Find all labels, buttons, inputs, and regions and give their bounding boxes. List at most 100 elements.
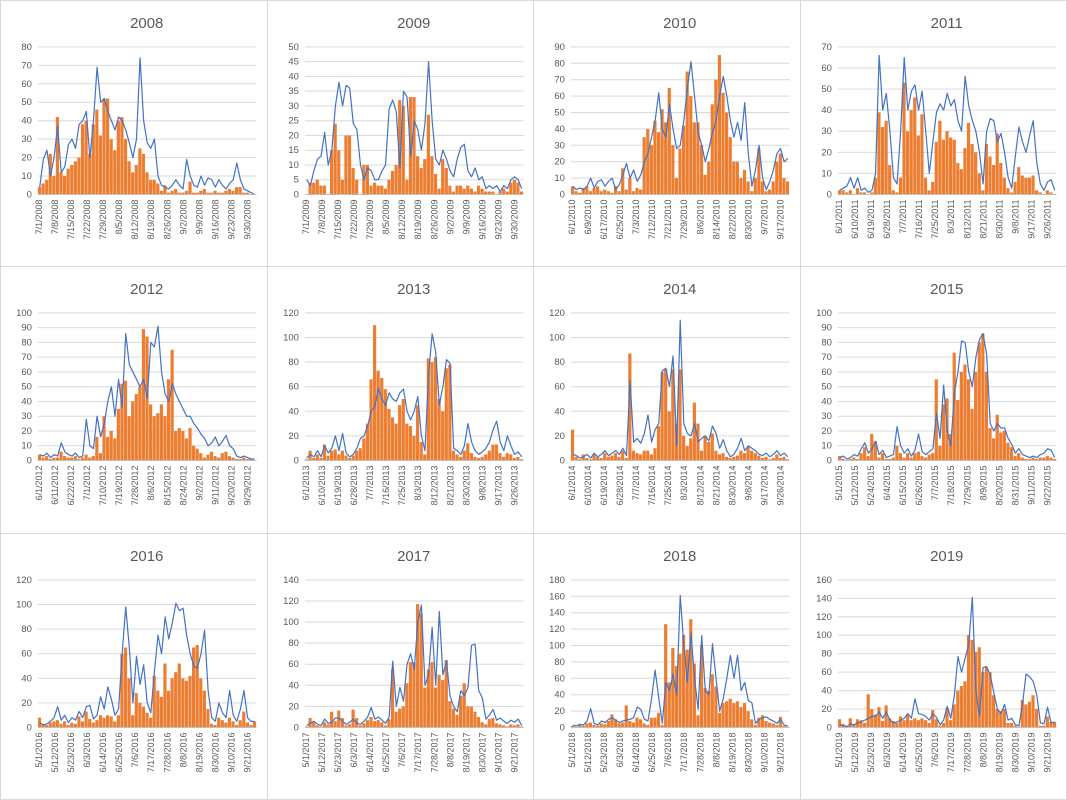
x-axis-tick-label: 7/6/2017: [397, 732, 407, 767]
x-axis-tick-label: 5/1/2018: [567, 732, 577, 767]
x-axis-tick-label: 9/2/2009: [445, 199, 455, 234]
x-axis-tick-label: 9/30/2008: [243, 199, 253, 239]
chart-title: 2011: [930, 15, 962, 32]
x-axis-tick-label: 9/2/2012: [194, 466, 204, 501]
chart-2011[interactable]: 2011 0 10 20 30 40 50 60 70 6/1/2011 6/10/2011 6/19…: [800, 1, 1067, 268]
x-axis-tick-label: 6/19/2014: [599, 466, 609, 506]
x-axis-tick-label: 8/12/2013: [429, 466, 439, 506]
x-axis-tick-label: 5/1/2015: [833, 466, 843, 501]
chart-2013[interactable]: 2013 0 20 40 60 80 100 120 6/1/2013 6/10/2013 6/19…: [267, 267, 534, 534]
x-axis-tick-label: 7/25/2011: [930, 199, 940, 238]
y-axis-tick-label: 20: [821, 147, 832, 158]
y-axis-tick-label: 5: [293, 175, 298, 186]
x-axis-tick-label: 7/17/2018: [679, 732, 689, 772]
y-axis-tick-label: 10: [821, 168, 832, 179]
x-axis-tick-label: 8/5/2008: [114, 199, 124, 234]
y-axis-tick-label: 80: [821, 648, 832, 659]
x-axis-tick-label: 8/31/2015: [1010, 466, 1020, 506]
line-series: [305, 333, 522, 459]
x-axis-tick-label: 8/12/2014: [695, 466, 705, 506]
chart-2009[interactable]: 2009 0 5 10 15 20 25 30 35 40 45 50 7/1/2009 7/8/2009…: [267, 1, 534, 268]
chart-2016[interactable]: 2016 0 20 40 60 80 100 120 5/1/2016 5/12/2016 5/23…: [1, 533, 268, 800]
y-axis-tick-label: 140: [549, 607, 565, 618]
chart-2008[interactable]: 2008 0 10 20 30 40 50 60 70 80 7/1/2008 7/8/2008 7/1…: [1, 1, 268, 268]
y-axis-tick-label: 60: [821, 667, 832, 678]
x-axis-tick-label: 7/10/2012: [98, 466, 108, 506]
chart-2018[interactable]: 2018 0 20 40 60 80 100 120 140 160 180 5/1/2018 5/12…: [534, 533, 801, 800]
y-axis-tick-label: 20: [821, 704, 832, 715]
y-axis-tick-label: 160: [816, 575, 832, 586]
chart-2015[interactable]: 2015 0 10 20 30 40 50 60 70 80 90 100 5/1/2015 5/12/2…: [800, 267, 1067, 534]
bar-series: [304, 325, 523, 461]
x-axis-tick-label: 9/17/2011: [1026, 199, 1036, 238]
x-axis-tick-label: 6/22/2012: [66, 466, 76, 506]
y-axis-tick-label: 30: [821, 126, 832, 137]
x-axis-tick-label: 9/7/2010: [759, 199, 769, 234]
x-axis-tick-label: 8/30/2011: [994, 199, 1004, 238]
y-axis-tick-label: 140: [283, 575, 299, 586]
y-axis-tick-label: 120: [549, 624, 565, 635]
x-axis-tick-label: 6/25/2019: [914, 732, 924, 772]
x-axis-tick-label: 7/6/2018: [663, 732, 673, 767]
x-axis-tick-label: 9/9/2008: [194, 199, 204, 234]
x-axis-tick-label: 7/15/2009: [333, 199, 343, 239]
y-axis-tick-label: 120: [549, 308, 565, 319]
y-axis-tick-label: 90: [821, 323, 832, 334]
y-axis-tick-label: 40: [554, 407, 565, 418]
x-axis-tick-label: 7/16/2014: [647, 466, 657, 506]
chart-canvas-2009: 2009 0 5 10 15 20 25 30 35 40 45 50 7/1/2009 7/8/2009…: [288, 15, 524, 239]
x-axis-tick-label: 9/10/2019: [1026, 732, 1036, 772]
x-axis-tick-label: 6/1/2011: [833, 199, 843, 233]
line-series: [39, 57, 255, 196]
line-series: [838, 333, 1055, 460]
y-axis-tick-label: 10: [554, 173, 565, 184]
chart-2017[interactable]: 2017 0 20 40 60 80 100 120 140 5/1/2017 5/12/2017 5…: [267, 533, 534, 800]
x-axis-tick-label: 7/29/2015: [962, 466, 972, 506]
y-axis-tick-label: 140: [816, 593, 832, 604]
chart-title: 2008: [130, 15, 163, 32]
y-axis-tick-label: 30: [554, 140, 565, 151]
x-axis-tick-label: 7/1/2009: [300, 199, 310, 234]
y-axis-tick-label: 35: [288, 86, 299, 97]
chart-2010[interactable]: 2010 0 10 20 30 40 50 60 70 80 90 6/1/2010 6/9/2010 6…: [534, 1, 801, 268]
y-axis-tick-label: 70: [554, 75, 565, 86]
x-axis-tick-label: 9/21/2018: [776, 732, 786, 772]
y-axis-tick-label: 80: [821, 338, 832, 349]
y-axis-tick-label: 0: [27, 456, 32, 467]
x-axis-tick-label: 6/15/2015: [898, 466, 908, 506]
line-series: [305, 61, 522, 193]
y-axis-tick-label: 60: [821, 63, 832, 74]
x-axis-tick-label: 8/6/2010: [695, 199, 705, 234]
x-axis-tick-label: 7/28/2016: [162, 732, 172, 772]
x-axis-tick-label: 7/17/2019: [946, 732, 956, 772]
x-axis-tick-label: 8/19/2017: [461, 732, 471, 772]
x-axis-tick-label: 6/28/2013: [349, 466, 359, 506]
chart-title: 2013: [397, 281, 430, 298]
x-axis-tick-label: 6/3/2017: [349, 732, 359, 767]
y-axis-tick-label: 20: [288, 431, 299, 442]
x-axis-tick-label: 7/22/2008: [82, 199, 92, 239]
x-axis-tick-label: 8/9/2015: [978, 466, 988, 501]
x-axis-tick-label: 6/10/2014: [583, 466, 593, 506]
x-axis-tick-label: 9/16/2009: [477, 199, 487, 239]
x-axis-tick-label: 7/8/2008: [50, 199, 60, 234]
chart-2014[interactable]: 2014 0 20 40 60 80 100 120 6/1/2014 6/10/2014 6/19…: [534, 267, 801, 534]
bar-series: [37, 329, 253, 461]
x-axis-tick-label: 6/19/2013: [333, 466, 343, 506]
x-axis-tick-label: 7/7/2014: [631, 466, 641, 501]
chart-2012[interactable]: 2012 0 10 20 30 40 50 60 70 80 90 100 6/1/2012 6/11/2…: [1, 267, 268, 534]
y-axis-tick-label: 80: [554, 58, 565, 69]
y-axis-tick-label: 45: [288, 57, 299, 68]
x-axis-tick-label: 7/22/2009: [349, 199, 359, 239]
x-axis-tick-label: 5/23/2016: [66, 732, 76, 772]
bar-series: [837, 82, 1053, 195]
x-axis-tick-label: 8/30/2016: [210, 732, 220, 772]
x-axis-tick-label: 8/30/2014: [727, 466, 737, 506]
x-axis-tick-label: 9/9/2009: [461, 199, 471, 234]
y-axis-tick-label: 80: [554, 357, 565, 368]
x-axis-tick-label: 9/26/2011: [1042, 199, 1052, 238]
chart-2019[interactable]: 2019 0 20 40 60 80 100 120 140 160 5/1/2019 5/12/20…: [800, 533, 1067, 800]
y-axis-tick-label: 30: [21, 412, 32, 423]
y-axis-tick-label: 80: [288, 357, 299, 368]
y-axis-tick-label: 50: [21, 382, 32, 393]
